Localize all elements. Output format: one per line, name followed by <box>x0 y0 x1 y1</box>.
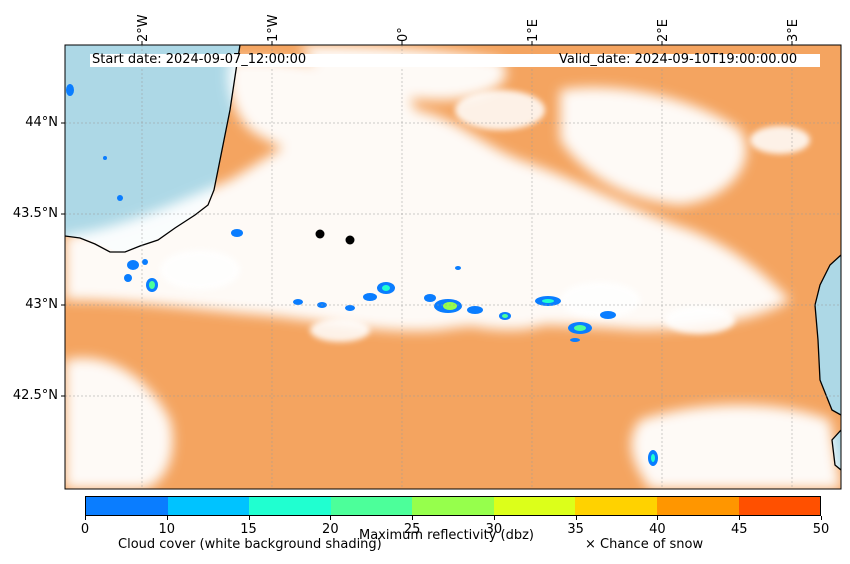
coastline-mediterranean <box>814 254 841 416</box>
colorbar-tick-label: 10 <box>158 522 176 537</box>
start-date-label: Start date: 2024-09-07_12:00:00 <box>92 52 307 67</box>
colorbar-tickmark <box>85 516 86 520</box>
colorbar-tick-label: 25 <box>403 522 421 537</box>
colorbar-segment <box>86 497 168 515</box>
colorbar-tickmark <box>493 516 495 520</box>
lon-label-2w: 2°W <box>136 14 151 42</box>
colorbar-tickmark <box>248 516 250 520</box>
colorbar-tick-label: 45 <box>730 522 748 537</box>
location-marker <box>345 235 355 245</box>
colorbar-tick-label: 50 <box>812 522 830 537</box>
lat-label-42-5n: 42.5°N <box>12 388 58 403</box>
colorbar-segment <box>330 497 413 515</box>
colorbar-title: Maximum reflectivity (dbz) <box>359 528 534 543</box>
colorbar-tick-label: 35 <box>567 522 584 537</box>
colorbar-segment <box>493 497 576 515</box>
map-frame <box>64 44 842 490</box>
header-bar <box>90 54 820 67</box>
coastline-biscay <box>65 45 241 253</box>
cloud-cover-legend: Cloud cover (white background shading) <box>118 537 382 552</box>
lat-label-43-5n: 43.5°N <box>12 206 58 221</box>
colorbar-tickmark <box>166 516 168 520</box>
lat-label-43n: 43°N <box>25 297 58 312</box>
lat-label-44n: 44°N <box>25 115 58 130</box>
colorbar-tickmark <box>330 516 332 520</box>
colorbar-tickmark <box>739 516 741 520</box>
colorbar-tickmark <box>412 516 414 520</box>
cloud-cover-shading <box>65 45 841 489</box>
lon-label-2e: 2°E <box>656 19 671 42</box>
lon-label-0: 0° <box>396 27 411 42</box>
colorbar-tick-label: 30 <box>485 522 503 537</box>
lon-label-1w: 1°W <box>266 14 281 42</box>
colorbar-tickmark <box>575 516 577 520</box>
lon-label-1e: 1°E <box>526 19 541 42</box>
colorbar-tick-label: 40 <box>649 522 666 537</box>
valid-date-label: Valid_date: 2024-09-10T19:00:00.00 <box>559 52 798 67</box>
colorbar-tick-label: 15 <box>240 522 257 537</box>
colorbar-tick-label: 0 <box>80 522 90 537</box>
colorbar-segment <box>249 497 331 515</box>
colorbar-tickmark <box>657 516 659 520</box>
sea-mediterranean <box>815 255 841 415</box>
colorbar-segment <box>575 497 657 515</box>
colorbar-segment <box>412 497 494 515</box>
colorbar-tickmark <box>821 516 822 520</box>
location-marker <box>315 229 325 239</box>
reflectivity-colorbar <box>85 496 821 516</box>
lon-label-3e: 3°E <box>786 19 801 42</box>
colorbar-tick-label: 20 <box>322 522 339 537</box>
snow-legend: × Chance of snow <box>585 537 704 552</box>
colorbar-segment <box>167 497 250 515</box>
colorbar-segment <box>656 497 739 515</box>
reflectivity-cells <box>66 84 658 466</box>
graticule <box>65 45 841 489</box>
colorbar-segment <box>738 497 821 515</box>
